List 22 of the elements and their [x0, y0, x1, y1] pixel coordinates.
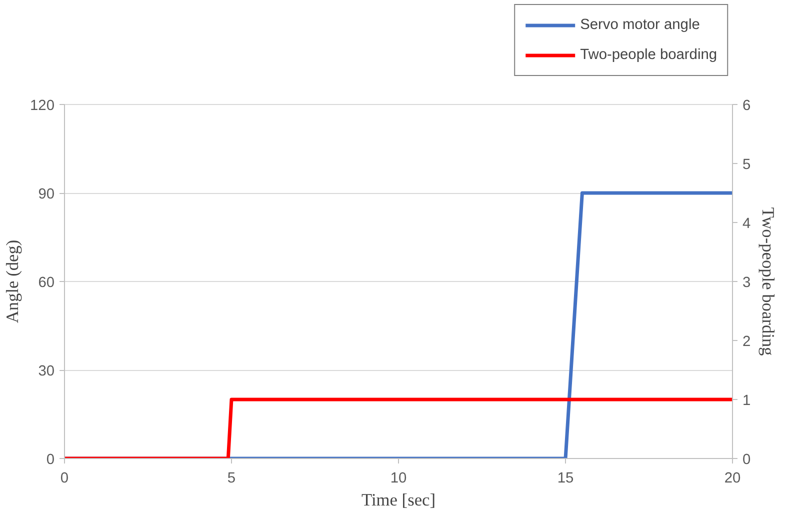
y-axis-title: Angle (deg) — [3, 240, 22, 324]
y2-axis-title: Two-people boarding — [758, 207, 778, 356]
y-tick-label: 0 — [46, 452, 55, 468]
legend-label: Two-people boarding — [580, 47, 717, 63]
y-tick-label: 30 — [38, 364, 55, 380]
x-tick-label: 5 — [227, 470, 236, 486]
x-tick-label: 15 — [557, 470, 574, 486]
legend-label: Servo motor angle — [580, 17, 700, 33]
x-tick-label: 10 — [390, 470, 407, 486]
y2-tick-label: 1 — [742, 393, 751, 409]
y-tick-label: 120 — [30, 98, 55, 114]
y2-tick-label: 5 — [742, 157, 751, 173]
y2-tick-label: 3 — [742, 275, 751, 291]
y-tick-label: 60 — [38, 275, 55, 291]
y2-tick-label: 2 — [742, 334, 751, 350]
x-tick-label: 0 — [60, 470, 69, 486]
y-tick-label: 90 — [38, 186, 55, 202]
y2-tick-label: 4 — [742, 216, 751, 232]
x-tick-label: 20 — [724, 470, 741, 486]
x-axis-title: Time [sec] — [362, 490, 436, 510]
y2-tick-label: 6 — [742, 98, 751, 114]
y2-tick-label: 0 — [742, 452, 751, 468]
